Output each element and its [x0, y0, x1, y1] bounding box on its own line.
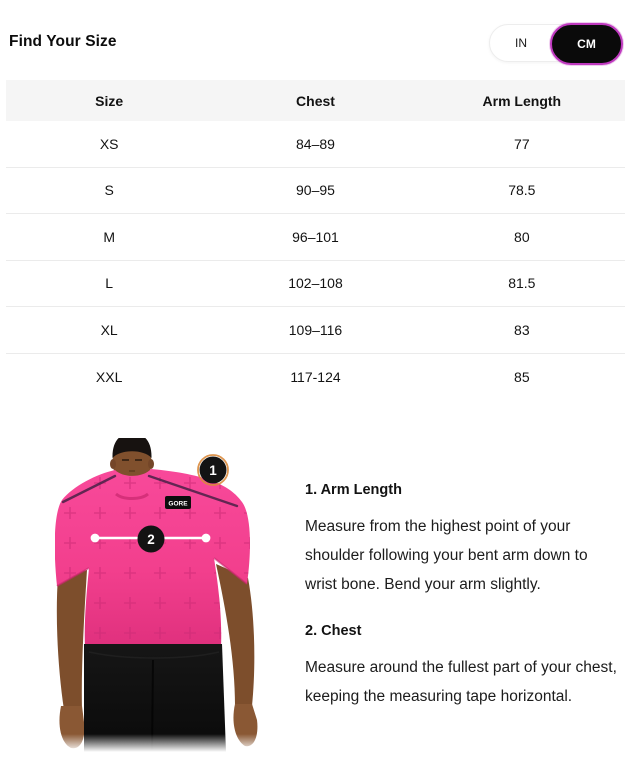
table-row: S 90–95 78.5 [6, 168, 625, 214]
instruction-heading: 1. Arm Length [305, 482, 402, 498]
marker-2-label: 2 [147, 532, 155, 547]
size-cell: XL [100, 321, 118, 338]
column-header-size: Size [95, 92, 124, 109]
column-header-arm-length: Arm Length [482, 92, 562, 109]
unit-in-button[interactable]: IN [515, 36, 527, 50]
chest-cell: 117-124 [290, 368, 341, 385]
size-cell: XS [99, 135, 119, 152]
arm-length-cell: 78.5 [508, 182, 536, 199]
chest-cell: 84–89 [296, 135, 335, 152]
measurement-instructions: 1. Arm Length Measure from the highest p… [305, 482, 621, 711]
table-row: XS 84–89 77 [6, 121, 625, 168]
size-table: Size Chest Arm Length XS 84–89 77 S 90–9… [6, 80, 625, 400]
arm-length-cell: 81.5 [508, 275, 536, 292]
chest-cell: 96–101 [292, 228, 339, 245]
size-cell: S [104, 182, 114, 199]
chest-cell: 102–108 [288, 275, 343, 292]
marker-1-label: 1 [209, 463, 217, 478]
table-row: XXL 117-124 85 [6, 354, 625, 401]
chest-marker[interactable]: 2 [137, 525, 165, 553]
size-cell: L [105, 275, 114, 292]
size-cell: M [103, 228, 115, 245]
table-row: M 96–101 80 [6, 214, 625, 261]
instruction-body: Measure around the fullest part of your … [305, 659, 617, 705]
measurement-figure: GORE 1 2 [54, 433, 295, 753]
shirt-logo: GORE [168, 501, 188, 508]
instruction-chest: 2. Chest Measure around the fullest part… [305, 623, 621, 711]
arm-length-cell: 77 [514, 135, 530, 152]
unit-cm-button[interactable]: CM [550, 23, 623, 65]
instruction-body: Measure from the highest point of your s… [305, 518, 588, 593]
unit-toggle[interactable]: IN CM [489, 23, 623, 65]
model-photo: GORE 1 2 [54, 433, 295, 753]
chest-cell: 90–95 [296, 182, 335, 199]
column-header-chest: Chest [296, 92, 335, 109]
instruction-arm-length: 1. Arm Length Measure from the highest p… [305, 482, 621, 599]
arm-length-cell: 83 [514, 321, 530, 338]
instruction-heading: 2. Chest [305, 623, 362, 639]
table-row: L 102–108 81.5 [6, 261, 625, 307]
table-header-row: Size Chest Arm Length [6, 80, 625, 121]
page-title: Find Your Size [9, 33, 117, 50]
size-cell: XXL [95, 368, 123, 385]
table-row: XL 109–116 83 [6, 307, 625, 354]
arm-length-cell: 80 [514, 228, 530, 245]
arm-length-marker[interactable]: 1 [197, 454, 229, 486]
chest-cell: 109–116 [288, 321, 343, 338]
arm-length-cell: 85 [514, 368, 530, 385]
model-shirt: GORE [54, 469, 250, 654]
